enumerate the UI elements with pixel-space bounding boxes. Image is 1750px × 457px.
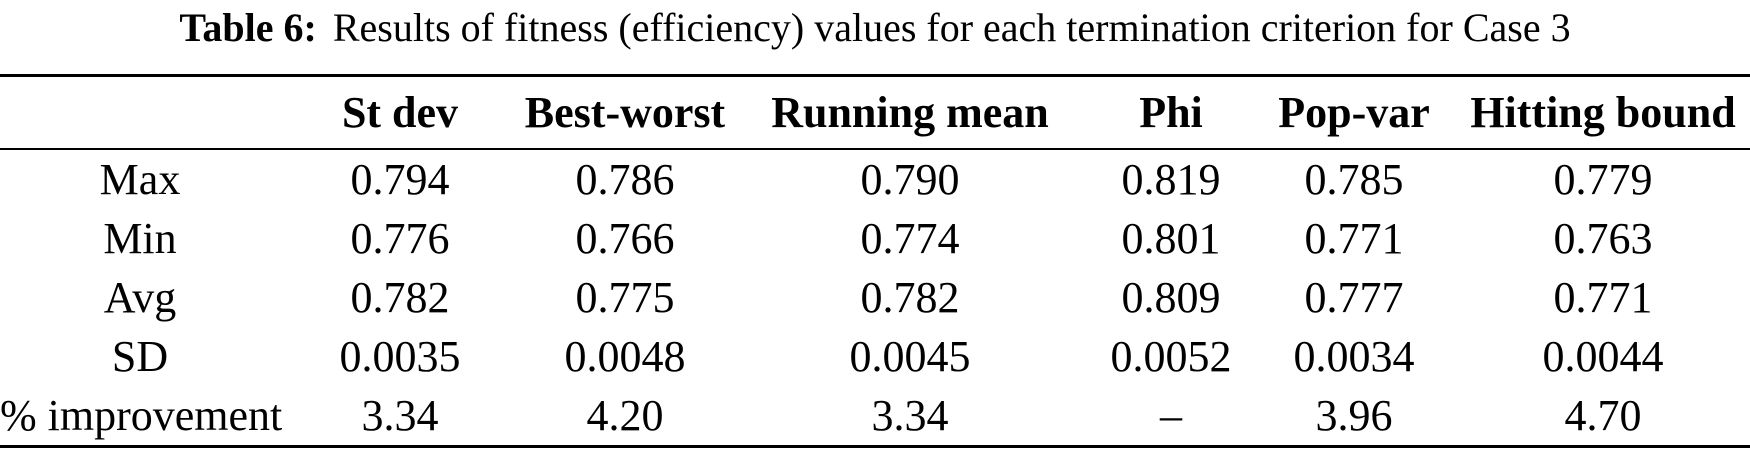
table-cell: 4.70 xyxy=(1564,391,1642,440)
table-cell: 0.774 xyxy=(860,214,960,263)
header-cell-st-dev: St dev xyxy=(280,75,520,150)
table-cell: 0.776 xyxy=(350,214,450,263)
header-cell-phi: Phi xyxy=(1090,75,1252,150)
table-cell: 0.0035 xyxy=(339,332,461,381)
table-cell: 0.785 xyxy=(1304,155,1404,204)
header-row: St dev Best-worst Running mean Phi Pop-v… xyxy=(0,75,1750,150)
table-cell: 0.801 xyxy=(1121,214,1221,263)
table-cell: 0.782 xyxy=(860,273,960,322)
table-cell: 0.779 xyxy=(1553,155,1653,204)
table-row-max: Max 0.794 0.786 0.790 0.819 0.785 0.779 xyxy=(0,149,1750,209)
header-cell-pop-var: Pop-var xyxy=(1252,75,1456,150)
table-cell: 0.763 xyxy=(1553,214,1653,263)
results-table: St dev Best-worst Running mean Phi Pop-v… xyxy=(0,74,1750,448)
table-cell: 0.0052 xyxy=(1110,332,1232,381)
table-cell: 0.819 xyxy=(1121,155,1221,204)
table-row-pct-improvement: % improvement 3.34 4.20 3.34 – 3.96 4.70 xyxy=(0,386,1750,447)
table-cell: 0.766 xyxy=(575,214,675,263)
table-caption-text: Results of fitness (efficiency) values f… xyxy=(332,5,1571,50)
header-cell-rowlabel xyxy=(0,75,280,150)
table-cell: 3.96 xyxy=(1315,391,1393,440)
table-cell: 0.0034 xyxy=(1293,332,1415,381)
table-row-min: Min 0.776 0.766 0.774 0.801 0.771 0.763 xyxy=(0,209,1750,268)
table-cell: 3.34 xyxy=(871,391,949,440)
table-caption-number: Table 6: xyxy=(179,5,317,50)
table-cell: 0.809 xyxy=(1121,273,1221,322)
table-cell: 0.0045 xyxy=(849,332,971,381)
table-cell: 0.0044 xyxy=(1542,332,1664,381)
row-label: SD xyxy=(111,332,169,381)
table-row-sd: SD 0.0035 0.0048 0.0045 0.0052 0.0034 0.… xyxy=(0,327,1750,386)
row-label: Max xyxy=(99,155,181,204)
table-cell: 0.777 xyxy=(1304,273,1404,322)
row-label: % improvement xyxy=(0,391,283,440)
table-cell: 0.771 xyxy=(1304,214,1404,263)
table-row-avg: Avg 0.782 0.775 0.782 0.809 0.777 0.771 xyxy=(0,268,1750,327)
header-cell-best-worst: Best-worst xyxy=(520,75,730,150)
table-cell: 0.790 xyxy=(860,155,960,204)
row-label: Avg xyxy=(103,273,177,322)
table-cell: 3.34 xyxy=(361,391,439,440)
table-cell: 0.771 xyxy=(1553,273,1653,322)
table-cell: – xyxy=(1160,391,1182,440)
table-caption: Table 6: Results of fitness (efficiency) … xyxy=(0,4,1750,52)
header-cell-running-mean: Running mean xyxy=(730,75,1090,150)
table-cell: 0.0048 xyxy=(564,332,686,381)
table-cell: 0.786 xyxy=(575,155,675,204)
table-cell: 0.794 xyxy=(350,155,450,204)
table-cell: 4.20 xyxy=(586,391,664,440)
row-label: Min xyxy=(103,214,177,263)
table-cell: 0.782 xyxy=(350,273,450,322)
header-cell-hitting-bound: Hitting bound xyxy=(1456,75,1750,150)
table-cell: 0.775 xyxy=(575,273,675,322)
